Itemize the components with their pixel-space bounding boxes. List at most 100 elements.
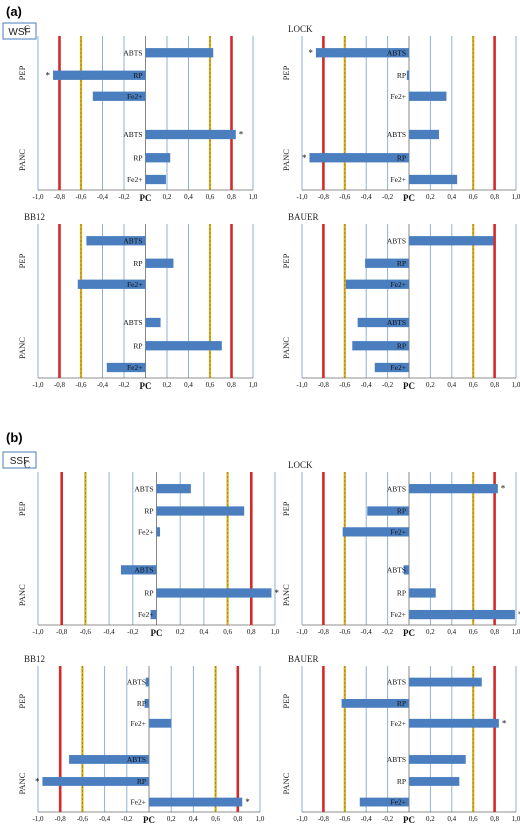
significance-star: * xyxy=(274,588,279,598)
tick-label: 0,2 xyxy=(426,381,435,389)
tick-label: -0,6 xyxy=(77,815,89,823)
tick-label: -0,8 xyxy=(55,815,67,823)
tick-label: -0,6 xyxy=(339,628,351,636)
tick-label: 0,4 xyxy=(447,381,456,389)
category-label: ABTS xyxy=(127,678,146,687)
ssf-label-box xyxy=(2,451,37,469)
tick-label: -1,0 xyxy=(32,381,44,389)
tick-label: -1,0 xyxy=(296,628,308,636)
tick-label: -0,6 xyxy=(339,815,351,823)
chart-panel-0: ABTS RP * Fe2+ PEP ABTS * RP Fe2+ PANC C -1,0 -0,8 -0… xyxy=(17,24,258,203)
group-label: PEP xyxy=(17,253,27,268)
bar xyxy=(145,153,171,163)
category-label: Fe2+ xyxy=(391,92,406,101)
tick-label: 0,8 xyxy=(233,815,242,823)
tick-label: 1,0 xyxy=(256,815,265,823)
bar xyxy=(409,677,482,687)
category-label: RP xyxy=(397,341,406,350)
significance-star: * xyxy=(46,70,51,80)
bar xyxy=(145,48,214,58)
tick-label: 0,8 xyxy=(227,381,236,389)
category-label: RP xyxy=(397,153,406,162)
tick-label: -1,0 xyxy=(296,193,308,201)
category-label: Fe2+ xyxy=(127,175,142,184)
tick-label: 0,8 xyxy=(247,628,256,636)
bar xyxy=(409,91,447,101)
chart-title: LOCK xyxy=(288,24,313,34)
tick-label: -0,4 xyxy=(361,193,373,201)
tick-label: -0,8 xyxy=(54,193,66,201)
tick-label: 1,0 xyxy=(249,381,258,389)
tick-label: -0,2 xyxy=(382,381,394,389)
category-label: ABTS xyxy=(387,565,406,574)
section-b-label: (b) xyxy=(6,430,23,445)
significance-star: * xyxy=(239,130,244,140)
x-axis-label: PC xyxy=(140,381,152,391)
tick-label: 1,0 xyxy=(512,193,520,201)
tick-label: 0,2 xyxy=(167,815,176,823)
tick-label: -0,2 xyxy=(127,628,139,636)
group-label: PEP xyxy=(281,501,291,516)
tick-label: 0,4 xyxy=(447,815,456,823)
tick-label: -0,4 xyxy=(361,381,373,389)
bar xyxy=(365,258,409,268)
category-label: RP xyxy=(133,153,142,162)
tick-label: 0,8 xyxy=(490,815,499,823)
tick-label: 1,0 xyxy=(512,628,520,636)
bar xyxy=(409,129,439,140)
bar xyxy=(367,506,409,516)
wsf-label: WSF xyxy=(8,27,30,38)
group-label: PANC xyxy=(17,337,27,359)
category-label: Fe2+ xyxy=(127,363,142,372)
category-label: Fe2+ xyxy=(391,363,406,372)
category-label: Fe2+ xyxy=(391,719,406,728)
tick-label: 0,6 xyxy=(469,815,478,823)
tick-label: 0,2 xyxy=(176,628,185,636)
bar xyxy=(409,174,458,185)
group-label: PANC xyxy=(17,584,27,606)
chart-title: C xyxy=(24,24,30,34)
tick-label: -0,6 xyxy=(339,381,351,389)
bar xyxy=(403,565,409,575)
group-label: PEP xyxy=(17,694,27,709)
significance-star: * xyxy=(502,718,507,728)
tick-label: -1,0 xyxy=(32,628,44,636)
tick-label: -0,6 xyxy=(80,628,92,636)
category-label: RP xyxy=(133,341,142,350)
bar xyxy=(309,153,409,163)
group-label: PANC xyxy=(281,337,291,359)
chart-title: LOCK xyxy=(288,460,313,470)
category-label: RP xyxy=(397,71,406,80)
tick-label: 0,4 xyxy=(184,381,193,389)
chart-panel-6: ABTS RP Fe2+ PEP ABTS RP * Fe2+ * PANC BB12 -1,0 -0,… xyxy=(17,654,265,825)
tick-label: 0,4 xyxy=(200,628,209,636)
tick-label: -0,6 xyxy=(75,193,87,201)
group-label: PANC xyxy=(281,584,291,606)
bar xyxy=(409,588,436,598)
bar xyxy=(150,609,157,620)
bar xyxy=(409,236,494,246)
significance-star: * xyxy=(35,776,40,786)
tick-label: -1,0 xyxy=(32,815,44,823)
tick-label: -0,4 xyxy=(361,815,373,823)
bar xyxy=(120,565,157,575)
tick-label: -0,8 xyxy=(318,815,330,823)
tick-label: 0,6 xyxy=(469,381,478,389)
bar xyxy=(149,718,172,728)
tick-label: 0,4 xyxy=(447,628,456,636)
x-axis-label: PC xyxy=(403,628,415,638)
group-label: PANC xyxy=(17,149,27,171)
category-label: ABTS xyxy=(387,48,406,57)
tick-label: -1,0 xyxy=(32,193,44,201)
bar xyxy=(145,174,166,185)
chart-panel-1: ABTS * RP Fe2+ PEP ABTS RP * Fe2+ PANC LOCK -1,0 -0,… xyxy=(281,24,520,203)
tick-label: 0,4 xyxy=(447,193,456,201)
chart-panel-4: ABTS RP Fe2+ PEP ABTS RP * Fe2+ PANC C -1,0 -0,8 -0,… xyxy=(17,460,280,638)
chart-panel-7: ABTS RP Fe2+ * PEP ABTS RP Fe2+ PANC BAUER -1,0 -0,… xyxy=(281,654,520,825)
bar xyxy=(42,777,149,786)
significance-star: * xyxy=(501,484,506,494)
tick-label: -0,2 xyxy=(121,815,133,823)
group-label: PANC xyxy=(281,149,291,171)
category-label: Fe2+ xyxy=(131,798,146,807)
